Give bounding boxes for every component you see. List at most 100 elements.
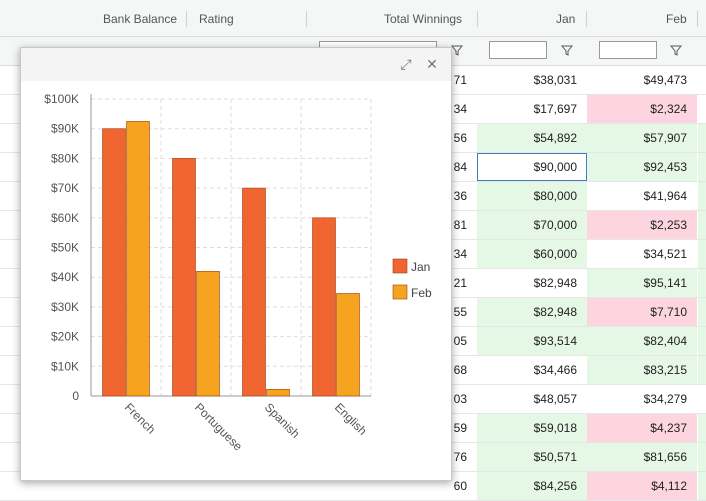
total-winnings-cell[interactable]: 03 [453, 392, 467, 406]
feb-cell[interactable]: $95,141 [587, 269, 697, 297]
total-winnings-cell[interactable]: 55 [453, 305, 467, 319]
header-separator[interactable] [306, 11, 307, 27]
jan-cell[interactable]: $93,514 [477, 327, 587, 355]
y-tick-label: $10K [51, 359, 79, 373]
feb-cell[interactable]: $57,907 [587, 124, 697, 152]
total-winnings-cell[interactable]: 34 [453, 247, 467, 261]
feb-cell[interactable]: $41,964 [643, 189, 687, 203]
header-separator[interactable] [697, 11, 698, 27]
header-separator[interactable] [477, 11, 478, 27]
header-rating[interactable]: Rating [199, 12, 234, 26]
bar-feb-spanish [266, 389, 290, 397]
bar-feb-english [336, 293, 360, 397]
feb-cell[interactable]: $83,215 [587, 356, 697, 384]
feb-cell[interactable]: $4,112 [587, 472, 697, 500]
feb-cell[interactable]: $82,404 [587, 327, 697, 355]
jan-cell[interactable]: $59,018 [477, 414, 587, 442]
jan-cell[interactable]: $82,948 [533, 276, 577, 290]
jan-cell[interactable]: $84,256 [477, 472, 587, 500]
jan-cell[interactable]: $17,697 [533, 102, 577, 116]
x-tick-label: English [332, 400, 370, 438]
feb-filter-input[interactable] [599, 41, 657, 59]
total-winnings-cell[interactable]: 59 [453, 421, 467, 435]
chart-dialog[interactable]: ⤢ ✕ 0 $10K $20K $30K $40K $50K $60K $70K $80K $90… [20, 47, 452, 481]
filter-icon[interactable] [451, 44, 463, 56]
next-column-cell[interactable] [698, 66, 706, 94]
feb-cell[interactable]: $2,324 [587, 95, 697, 123]
jan-cell[interactable]: $48,057 [533, 392, 577, 406]
total-winnings-cell[interactable]: 84 [453, 160, 467, 174]
jan-cell[interactable]: $50,571 [477, 443, 587, 471]
legend-swatch-jan [392, 258, 408, 274]
feb-cell[interactable]: $4,237 [587, 414, 697, 442]
next-column-cell[interactable] [698, 269, 706, 297]
jan-cell[interactable]: $54,892 [477, 124, 587, 152]
next-column-cell[interactable] [698, 385, 706, 413]
y-tick-label: $60K [51, 211, 79, 225]
header-separator[interactable] [586, 11, 587, 27]
feb-cell[interactable]: $7,710 [587, 298, 697, 326]
total-winnings-cell[interactable]: 76 [453, 450, 467, 464]
y-tick-label: $20K [51, 330, 79, 344]
total-winnings-cell[interactable]: 05 [453, 334, 467, 348]
total-winnings-cell[interactable]: 21 [453, 276, 467, 290]
jan-cell[interactable]: $34,466 [533, 363, 577, 377]
total-winnings-cell[interactable]: 71 [453, 73, 467, 87]
y-tick-label: $40K [51, 270, 79, 284]
next-column-cell[interactable] [698, 298, 706, 326]
next-column-cell[interactable] [698, 153, 706, 181]
next-column-cell[interactable] [698, 240, 706, 268]
chart-dialog-titlebar[interactable]: ⤢ ✕ [21, 48, 451, 81]
total-winnings-cell[interactable]: 34 [453, 102, 467, 116]
header-separator[interactable] [186, 11, 187, 27]
y-tick-label: $90K [51, 122, 79, 136]
total-winnings-cell[interactable]: 56 [453, 131, 467, 145]
table-row[interactable]: 56 $54,892 $57,907 [0, 124, 706, 153]
y-tick-label: $30K [51, 300, 79, 314]
table-row[interactable]: 34 $17,697 $2,324 [0, 95, 706, 124]
close-icon[interactable]: ✕ [426, 56, 438, 72]
bar-chart: 0 $10K $20K $30K $40K $50K $60K $70K $80K $90K $10… [44, 92, 432, 454]
header-jan[interactable]: Jan [556, 12, 576, 26]
header-feb[interactable]: Feb [666, 12, 687, 26]
y-tick-label: $50K [51, 241, 79, 255]
filter-icon[interactable] [561, 44, 573, 56]
x-tick-label: Portuguese [192, 400, 246, 454]
next-column-cell[interactable] [698, 443, 706, 471]
feb-cell[interactable]: $34,521 [643, 247, 687, 261]
y-tick-label: $70K [51, 181, 79, 195]
jan-cell[interactable]: $60,000 [477, 240, 587, 268]
next-column-cell[interactable] [698, 414, 706, 442]
jan-cell[interactable]: $80,000 [477, 182, 587, 210]
expand-icon[interactable]: ⤢ [400, 56, 412, 72]
next-column-cell[interactable] [698, 356, 706, 384]
bar-feb-portuguese [196, 271, 220, 397]
header-total-winnings[interactable]: Total Winnings [384, 12, 463, 26]
next-column-cell[interactable] [698, 211, 706, 239]
jan-cell[interactable]: $38,031 [533, 73, 577, 87]
bar-jan-french [102, 128, 126, 397]
feb-cell[interactable]: $2,253 [587, 211, 697, 239]
total-winnings-cell[interactable]: 68 [453, 363, 467, 377]
y-tick-label: 0 [72, 389, 79, 403]
total-winnings-cell[interactable]: 36 [453, 189, 467, 203]
y-tick-label: $100K [44, 92, 79, 106]
jan-cell[interactable]: $70,000 [477, 211, 587, 239]
next-column-cell[interactable] [698, 124, 706, 152]
next-column-cell[interactable] [698, 182, 706, 210]
filter-icon[interactable] [670, 44, 682, 56]
next-column-cell[interactable] [698, 472, 706, 500]
jan-filter-input[interactable] [489, 41, 547, 59]
next-column-cell[interactable] [698, 95, 706, 123]
jan-cell[interactable]: $82,948 [477, 298, 587, 326]
jan-cell[interactable]: $90,000 [477, 153, 587, 181]
x-tick-label: French [122, 400, 158, 436]
total-winnings-cell[interactable]: 81 [453, 218, 467, 232]
feb-cell[interactable]: $34,279 [643, 392, 687, 406]
feb-cell[interactable]: $81,656 [587, 443, 697, 471]
header-bank-balance[interactable]: Bank Balance [103, 12, 178, 26]
next-column-cell[interactable] [698, 327, 706, 355]
feb-cell[interactable]: $92,453 [587, 153, 697, 181]
feb-cell[interactable]: $49,473 [643, 73, 687, 87]
y-tick-label: $80K [51, 151, 79, 165]
